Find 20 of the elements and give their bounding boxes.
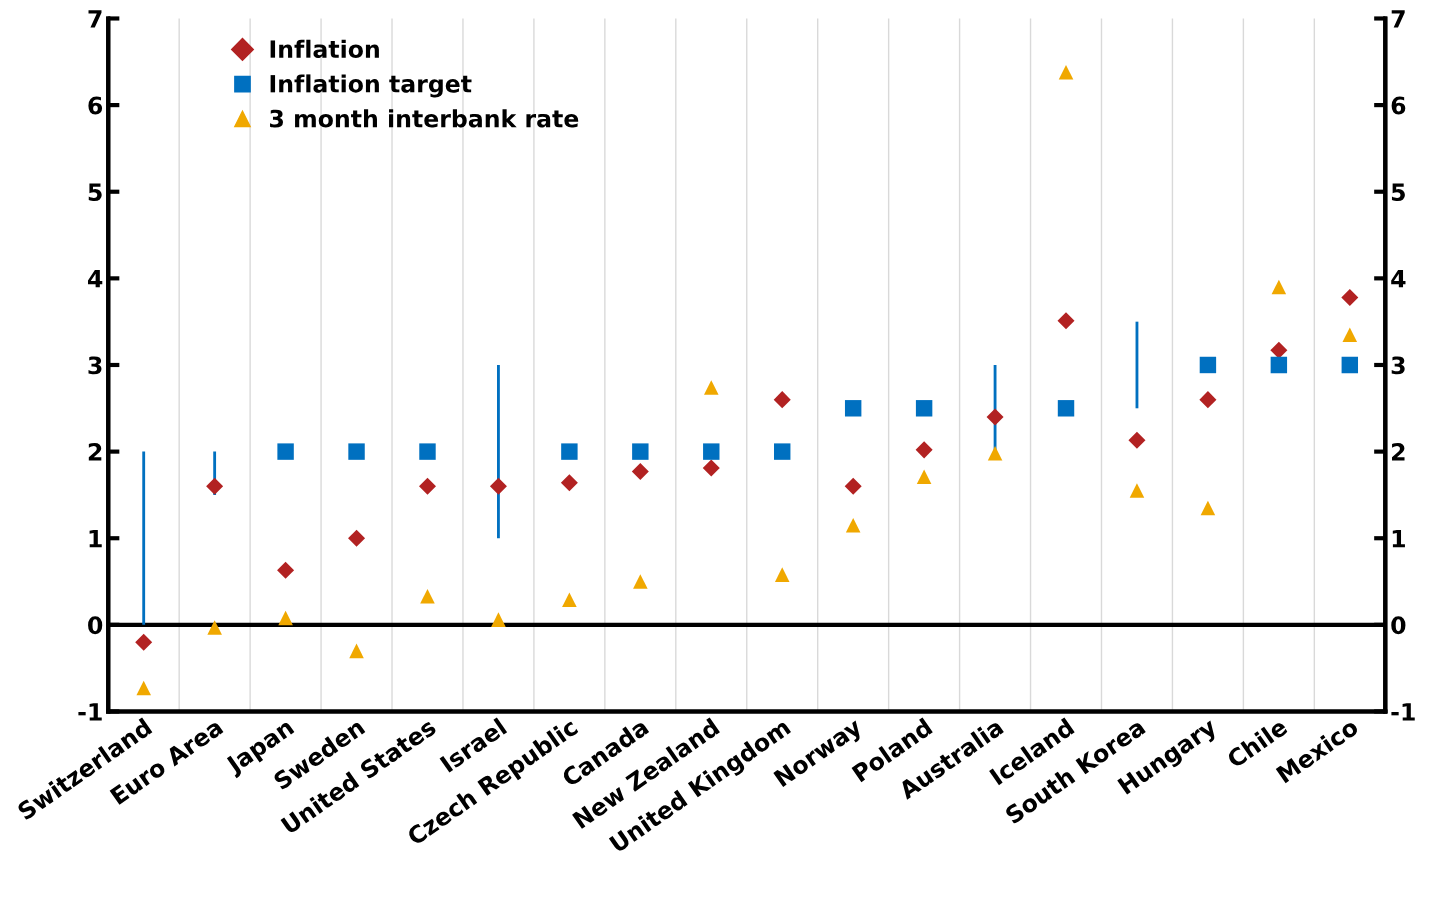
- y-tick-label: 2: [88, 443, 102, 461]
- y-tick-label: 0: [88, 616, 103, 635]
- y2-tick-label: 3: [1391, 356, 1405, 375]
- legend-label: Inflation target: [270, 74, 472, 98]
- legend-label: Inflation: [270, 39, 379, 59]
- y2-tick-label: -1: [1391, 703, 1415, 721]
- y-tick-label: 6: [88, 96, 103, 115]
- y2-tick-label: 2: [1392, 443, 1405, 461]
- legend-label: 3 month interbank rate: [270, 109, 579, 128]
- y2-tick-label: 5: [1391, 183, 1405, 202]
- y-tick-label: 1: [89, 529, 102, 548]
- y-tick-label: 4: [88, 270, 103, 288]
- y-tick-label: 7: [88, 10, 102, 28]
- y-tick-label: 5: [88, 183, 102, 202]
- y2-tick-label: 4: [1391, 270, 1406, 288]
- y2-tick-label: 1: [1392, 529, 1405, 548]
- y-tick-label: 3: [88, 356, 102, 375]
- y2-tick-label: 7: [1391, 10, 1405, 28]
- y2-tick-label: 6: [1391, 96, 1406, 115]
- y2-tick-label: 0: [1391, 616, 1406, 635]
